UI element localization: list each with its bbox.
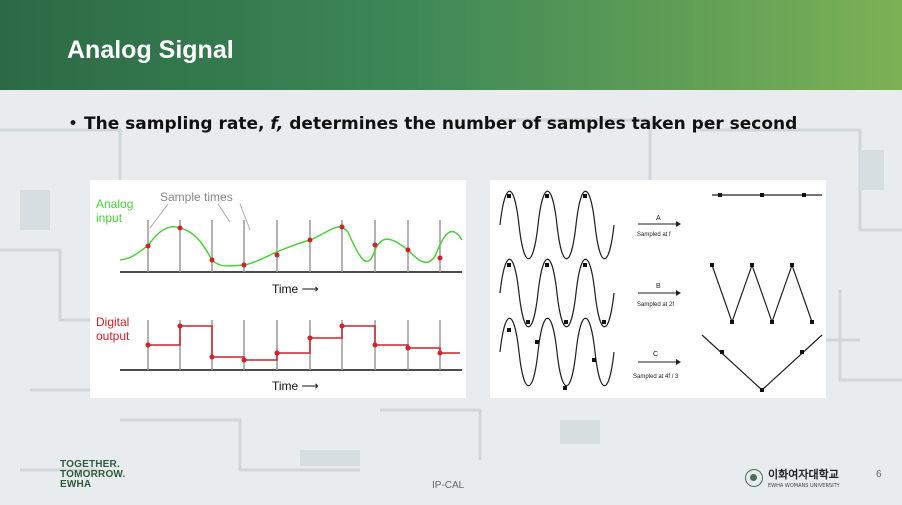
bullet-suffix: determines the number of samples taken p…	[283, 114, 798, 134]
page-number: 6	[876, 469, 882, 480]
university-seal-icon	[745, 468, 763, 487]
analog-label-line1: Analog	[96, 197, 133, 211]
sine-wave-b	[499, 258, 615, 328]
slide-header: Analog Signal	[0, 0, 902, 90]
analog-waveform	[119, 226, 463, 267]
time-label-top: Time ⟶	[272, 282, 319, 296]
footer-label: IP-CAL	[432, 480, 465, 491]
university-name-korean: 이화여자대학교	[768, 468, 839, 481]
result-samples-b	[710, 263, 814, 324]
sampling-figure: Analog input Sample times Time ⟶ D	[90, 180, 466, 398]
aliasing-figure: A Sampled at f B Sampled at 2f C	[490, 180, 826, 398]
row-b-caption: Sampled at 2f	[637, 302, 674, 308]
university-name-english: EWHA WOMANS UNIVERSITY	[768, 483, 840, 489]
logo-line-2: TOMORROW.	[60, 469, 126, 480]
logo-line-1: TOGETHER.	[60, 459, 120, 470]
digital-label-line1: Digital	[96, 315, 129, 329]
analog-label-line2: input	[96, 211, 123, 225]
sine-wave-a	[499, 190, 615, 260]
sine-wave-c	[499, 317, 615, 387]
logo-line-3: EWHA	[60, 479, 92, 490]
result-samples-c	[720, 350, 804, 392]
sample-times-label: Sample times	[160, 190, 233, 204]
arrowhead-a	[676, 221, 681, 227]
result-b	[711, 263, 813, 324]
row-c-letter: C	[653, 351, 658, 358]
bullet-point: • The sampling rate, f, determines the nu…	[68, 114, 868, 134]
bullet-dot: •	[68, 114, 79, 134]
row-a-letter: A	[656, 215, 661, 222]
samples-a	[507, 194, 587, 198]
time-label-bottom: Time ⟶	[272, 379, 319, 393]
sample-times-pointers	[149, 203, 251, 231]
analog-sample-dots	[145, 224, 443, 268]
arrowhead-c	[676, 359, 681, 365]
result-c	[701, 334, 823, 391]
university-logo: 이화여자대학교 EWHA WOMANS UNIVERSITY	[745, 466, 840, 489]
bullet-prefix: The sampling rate,	[84, 114, 271, 134]
digital-label-line2: output	[96, 329, 130, 343]
together-tomorrow-logo: TOGETHER. TOMORROW. EWHA	[60, 460, 126, 490]
row-a-caption: Sampled at f	[637, 232, 671, 238]
samples-c	[507, 328, 596, 390]
row-c-caption: Sampled at 4f / 3	[633, 374, 679, 380]
row-b-letter: B	[656, 283, 661, 290]
digital-step-signal	[148, 325, 460, 361]
samples-b	[507, 263, 606, 324]
arrowhead-b	[676, 290, 681, 296]
slide-title: Analog Signal	[67, 36, 234, 64]
bullet-variable: f,	[270, 114, 284, 134]
digital-sample-dots	[145, 323, 443, 363]
result-samples-a	[718, 193, 806, 197]
